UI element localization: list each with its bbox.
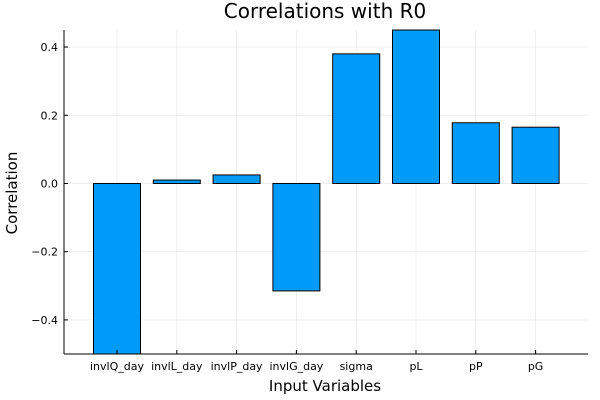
bar-invlQ_day (93, 182, 141, 355)
x-axis-label: Input Variables (269, 377, 381, 395)
y-tick-label: 0.4 (41, 41, 59, 54)
bar-layer (93, 29, 560, 355)
chart-title: Correlations with R0 (224, 0, 426, 23)
x-tick-label: pL (409, 360, 423, 373)
bar-pG (511, 126, 560, 184)
x-tick-label: invlL_day (151, 360, 203, 373)
bar-invlP_day (212, 174, 261, 184)
bar-pP (451, 122, 500, 184)
bar-pL (392, 29, 440, 184)
bar-invlG_day (272, 182, 321, 292)
axis-layer (63, 30, 588, 355)
x-tick-label: pG (528, 360, 544, 373)
x-tick-label: invlP_day (211, 360, 263, 373)
bar-sigma (332, 53, 381, 184)
y-tick-label: −0.4 (31, 314, 58, 327)
x-tick-label: sigma (340, 360, 373, 373)
grid-layer (64, 30, 588, 354)
y-tick-label: −0.2 (31, 246, 58, 259)
x-tick-label: pP (469, 360, 483, 373)
x-tick-label: invlQ_day (90, 360, 144, 373)
y-tick-label: 0.0 (41, 177, 59, 190)
y-axis-label: Correlation (3, 152, 21, 235)
x-tick-label: invlG_day (269, 360, 323, 373)
y-tick-label: 0.2 (41, 109, 59, 122)
tick-layer: −0.4 −0.2 0.0 0.2 0.4 invlQ_day invlL_day invlP… (31, 41, 543, 373)
bar-invlL_day (152, 179, 201, 184)
